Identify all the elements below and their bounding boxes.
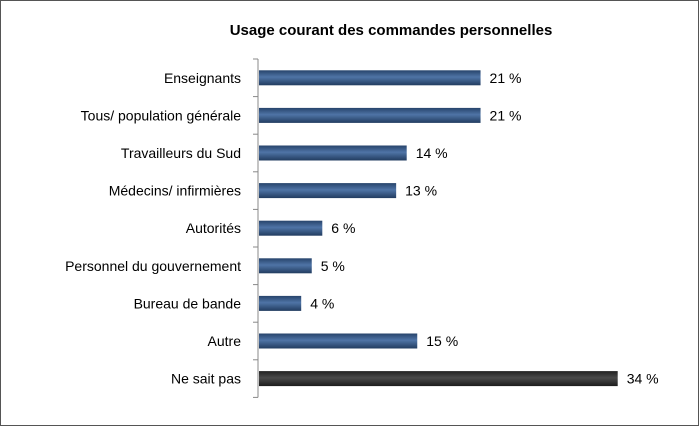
category-label: Enseignants xyxy=(164,70,241,86)
bar xyxy=(259,220,323,236)
data-label: 34 % xyxy=(627,371,659,387)
bar xyxy=(259,145,407,161)
data-label: 6 % xyxy=(331,220,355,236)
data-label: 15 % xyxy=(426,333,458,349)
category-label: Autre xyxy=(208,333,242,349)
category-label: Tous/ population générale xyxy=(81,107,242,123)
data-label: 4 % xyxy=(310,295,334,311)
bar xyxy=(259,183,397,199)
bar xyxy=(259,258,312,274)
bar xyxy=(259,333,418,349)
data-label: 21 % xyxy=(490,107,522,123)
category-label: Médecins/ infirmières xyxy=(109,183,241,199)
chart-title: Usage courant des commandes personnelles xyxy=(230,22,553,39)
category-label: Autorités xyxy=(186,220,241,236)
data-label: 5 % xyxy=(321,258,345,274)
bar xyxy=(259,295,302,311)
bar xyxy=(259,371,618,387)
category-label: Bureau de bande xyxy=(134,295,242,311)
category-label: Ne sait pas xyxy=(171,371,241,387)
data-label: 14 % xyxy=(416,145,448,161)
category-label: Personnel du gouvernement xyxy=(65,258,241,274)
bar xyxy=(259,107,481,123)
category-label: Travailleurs du Sud xyxy=(121,145,241,161)
bar xyxy=(259,70,481,86)
data-label: 13 % xyxy=(405,183,437,199)
data-label: 21 % xyxy=(490,70,522,86)
